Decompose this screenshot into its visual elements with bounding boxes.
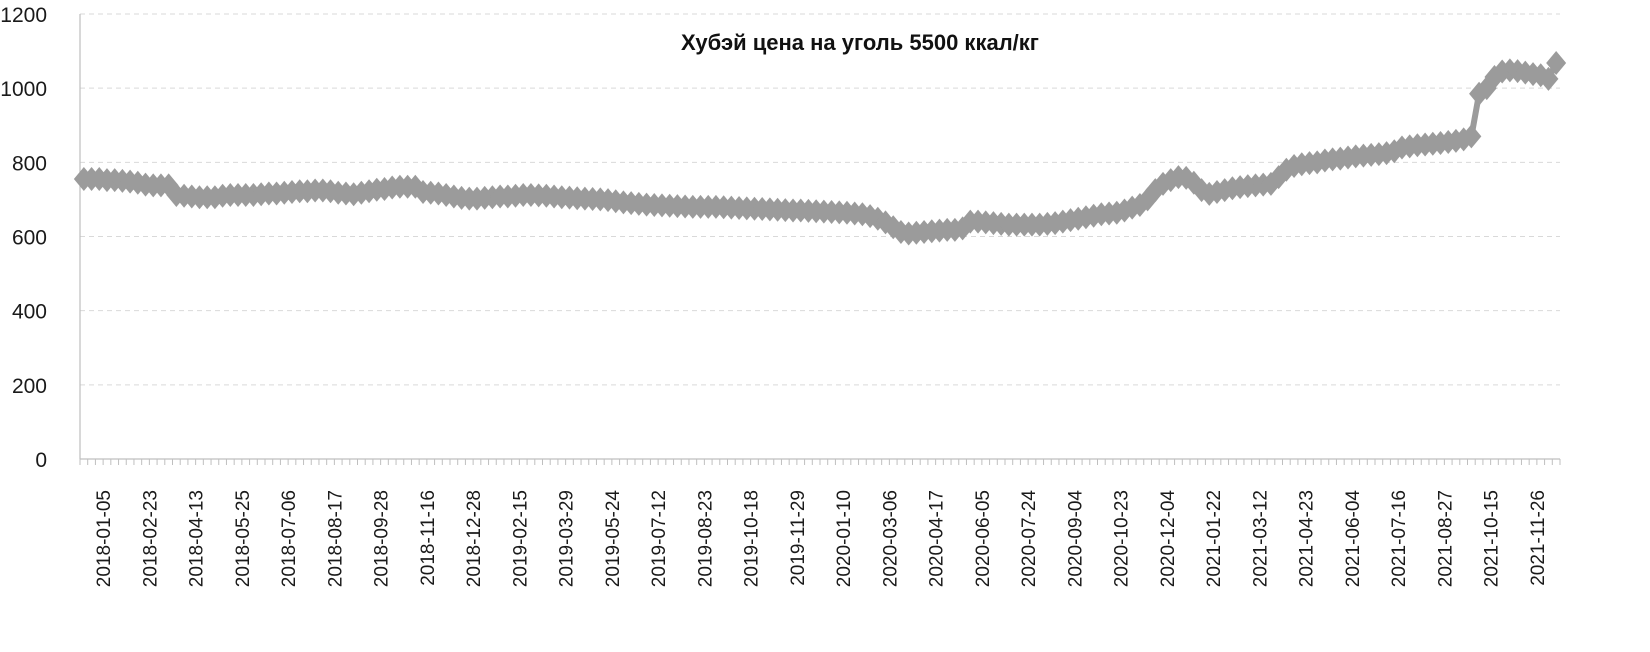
y-tick-label: 1200: [0, 4, 47, 27]
x-tick-label: 2018-05-25: [233, 490, 254, 587]
y-tick-label: 0: [35, 449, 47, 472]
x-tick-label: 2021-03-12: [1250, 490, 1271, 587]
data-point: [1461, 124, 1482, 149]
x-tick-label: 2021-08-27: [1435, 490, 1456, 587]
x-tick-label: 2020-10-23: [1112, 490, 1133, 587]
x-tick-label: 2021-07-16: [1389, 490, 1410, 587]
x-tick-label: 2021-10-15: [1482, 490, 1503, 587]
x-tick-label: 2021-01-22: [1204, 490, 1225, 587]
x-tick-label: 2018-12-28: [464, 490, 485, 587]
gridlines: [80, 13, 1560, 386]
x-tick-label: 2020-07-24: [1019, 490, 1040, 588]
data-point: [1453, 127, 1474, 152]
data-point: [1546, 50, 1567, 75]
data-markers: [73, 50, 1567, 246]
y-tick-label: 800: [12, 152, 47, 175]
x-tick-label: 2019-02-15: [510, 490, 531, 587]
x-tick-label: 2018-01-05: [94, 490, 115, 587]
y-tick-label: 600: [12, 227, 47, 250]
x-tick-label: 2018-11-16: [418, 490, 439, 586]
x-tick-label: 2021-06-04: [1343, 490, 1364, 588]
x-tick-label: 2019-08-23: [695, 490, 716, 587]
x-tick-label: 2020-12-04: [1158, 490, 1179, 588]
x-tick-label: 2018-04-13: [187, 490, 208, 587]
x-tick-label: 2020-01-10: [834, 490, 855, 587]
x-tick-label: 2019-11-29: [788, 490, 809, 586]
x-tick-label: 2020-09-04: [1065, 490, 1086, 588]
y-tick-label: 400: [12, 301, 47, 324]
x-tick-label: 2019-03-29: [557, 490, 578, 587]
x-tick-label: 2018-07-06: [279, 490, 300, 587]
x-tick-label: 2021-04-23: [1297, 490, 1318, 587]
x-tick-label: 2020-06-05: [973, 490, 994, 587]
x-tick-label: 2018-08-17: [325, 490, 346, 587]
x-tick-label: 2019-10-18: [742, 490, 763, 587]
y-tick-label: 1000: [0, 78, 47, 101]
x-tick-label: 2021-11-26: [1528, 490, 1549, 586]
x-tick-label: 2020-04-17: [927, 490, 948, 587]
x-tick-label: 2020-03-06: [880, 490, 901, 587]
axes: [79, 14, 1561, 465]
data-point: [1538, 66, 1559, 91]
x-tick-label: 2018-02-23: [140, 490, 161, 587]
x-tick-label: 2019-05-24: [603, 490, 624, 588]
y-tick-labels: 0 200 400 600 800 1000 1200: [0, 4, 47, 472]
x-tick-label: 2019-07-12: [649, 490, 670, 587]
y-tick-label: 200: [12, 375, 47, 398]
x-tick-labels: 2018-01-05 2018-02-23 2018-04-13 2018-05-25…: [94, 490, 1549, 588]
chart-title: Хубэй цена на уголь 5500 ккал/кг: [681, 30, 1039, 55]
x-tick-label: 2018-09-28: [372, 490, 393, 587]
